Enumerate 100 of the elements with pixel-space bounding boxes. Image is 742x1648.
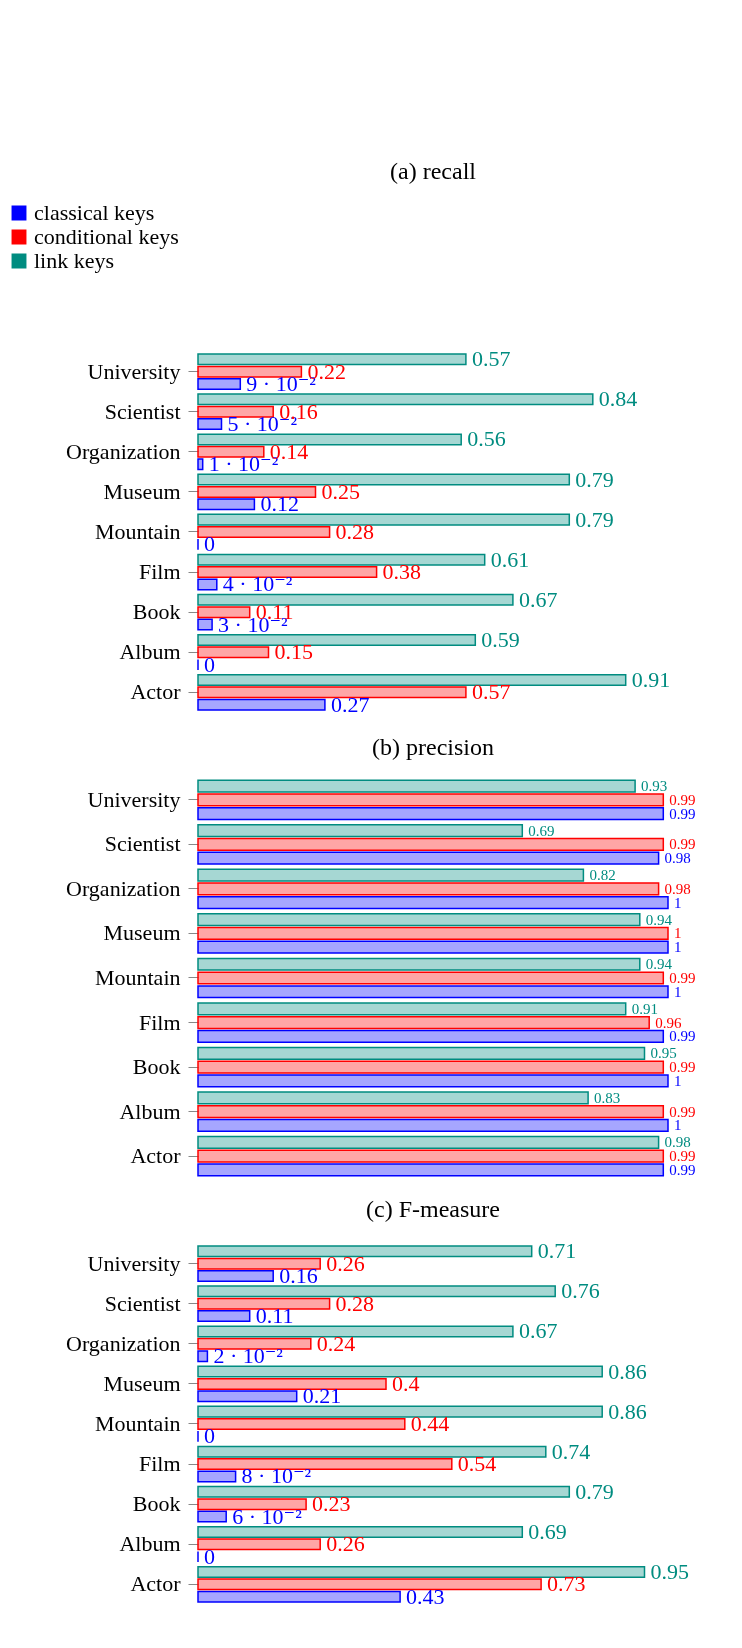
bar: [197, 1310, 251, 1323]
data-label: 0.73: [547, 1571, 586, 1597]
bar: [197, 1029, 665, 1043]
bar: [197, 393, 594, 406]
data-label: 0.57: [471, 679, 511, 705]
bar: [197, 418, 223, 431]
data-label: 0.74: [551, 1438, 591, 1464]
data-label: 0.56: [467, 426, 506, 452]
legend-label: link keys: [34, 248, 115, 273]
data-label: 0.83: [594, 1089, 621, 1106]
data-label: 4 · 10⁻²: [222, 571, 293, 597]
bar: [197, 1445, 547, 1458]
data-label: 0.91: [631, 666, 671, 692]
bar: [197, 779, 636, 793]
bar: [197, 1470, 237, 1483]
y-tick-label: Film: [138, 1009, 181, 1035]
y-tick-label: Book: [132, 1054, 181, 1080]
data-label: 0.11: [255, 1303, 294, 1329]
bar: [197, 485, 317, 498]
data-label: 0.27: [330, 691, 370, 717]
bar: [197, 405, 274, 418]
bar: [197, 1163, 665, 1177]
bar: [197, 525, 331, 539]
bar: [197, 1365, 603, 1378]
data-label: 0.98: [664, 880, 691, 897]
y-tick-label: University: [87, 1250, 181, 1276]
bar: [197, 458, 204, 471]
bar: [197, 646, 270, 659]
data-label: 0.15: [274, 639, 313, 665]
bar: [197, 806, 665, 821]
bar: [197, 686, 467, 699]
y-tick-label: Museum: [103, 478, 181, 504]
data-label: 0.38: [382, 559, 422, 585]
bar: [197, 606, 251, 619]
bar: [197, 1578, 542, 1591]
bar: [197, 1046, 646, 1060]
bar: [197, 1297, 331, 1310]
data-label: 0.59: [481, 626, 520, 652]
y-tick-label: Mountain: [94, 1411, 181, 1436]
bar: [197, 1257, 321, 1270]
data-label: 1: [674, 925, 682, 942]
y-tick-label: Album: [119, 639, 181, 665]
data-label: 0.79: [575, 1478, 614, 1504]
bar: [197, 793, 665, 807]
bar: [197, 445, 265, 458]
data-label: 0.99: [669, 1103, 696, 1120]
bar: [197, 1377, 387, 1390]
data-label: 0.4: [392, 1370, 420, 1396]
bar: [197, 868, 585, 882]
y-tick-label: Album: [119, 1098, 181, 1124]
data-label: 0.67: [518, 1318, 558, 1344]
data-label: 1: [674, 1117, 682, 1134]
bar: [197, 851, 660, 865]
data-label: 0.95: [650, 1045, 677, 1062]
data-label: 0.71: [537, 1238, 577, 1264]
bar: [197, 698, 326, 711]
bar: [197, 513, 571, 526]
data-label: 0.94: [645, 956, 673, 973]
data-label: 0.99: [669, 1028, 696, 1045]
y-tick-label: Scientist: [104, 831, 181, 857]
y-tick-label: Museum: [103, 920, 181, 946]
data-label: 0: [204, 1423, 215, 1449]
bar: [197, 673, 627, 686]
data-label: 0.99: [669, 791, 696, 808]
data-label: 0.86: [608, 1358, 647, 1384]
bar: [197, 957, 641, 971]
bar: [197, 1525, 524, 1538]
bar: [197, 1060, 665, 1074]
data-label: 1: [674, 939, 682, 956]
data-label: 0.86: [608, 1398, 647, 1424]
data-label: 1: [674, 983, 682, 1000]
y-tick-label: Organization: [66, 438, 181, 464]
y-tick-label: University: [87, 358, 181, 384]
bar: [197, 926, 669, 941]
y-tick-label: Actor: [130, 1571, 182, 1597]
bar: [197, 1149, 665, 1163]
bar: [197, 365, 303, 378]
bar: [197, 1002, 627, 1016]
data-label: 2 · 10⁻²: [213, 1343, 284, 1369]
y-tick-label: University: [87, 786, 181, 812]
bar: [197, 940, 669, 954]
data-label: 0.79: [575, 466, 614, 492]
bar: [197, 985, 669, 999]
data-label: 0.76: [561, 1278, 600, 1304]
bar: [197, 1417, 406, 1431]
data-label: 0.44: [410, 1411, 450, 1436]
data-label: 0.26: [326, 1531, 365, 1557]
data-label: 0.43: [406, 1583, 445, 1609]
bar: [197, 433, 462, 446]
bar: [197, 1538, 321, 1551]
y-tick-label: Actor: [130, 1143, 182, 1169]
data-label: 1: [674, 894, 682, 911]
bar: [197, 971, 665, 985]
y-tick-label: Scientist: [104, 1290, 181, 1316]
data-label: 0.28: [335, 1290, 375, 1316]
data-label: 0.69: [528, 822, 555, 839]
bar: [197, 618, 213, 631]
bar: [197, 882, 660, 896]
bar: [197, 566, 378, 579]
y-tick-label: Book: [132, 599, 181, 625]
